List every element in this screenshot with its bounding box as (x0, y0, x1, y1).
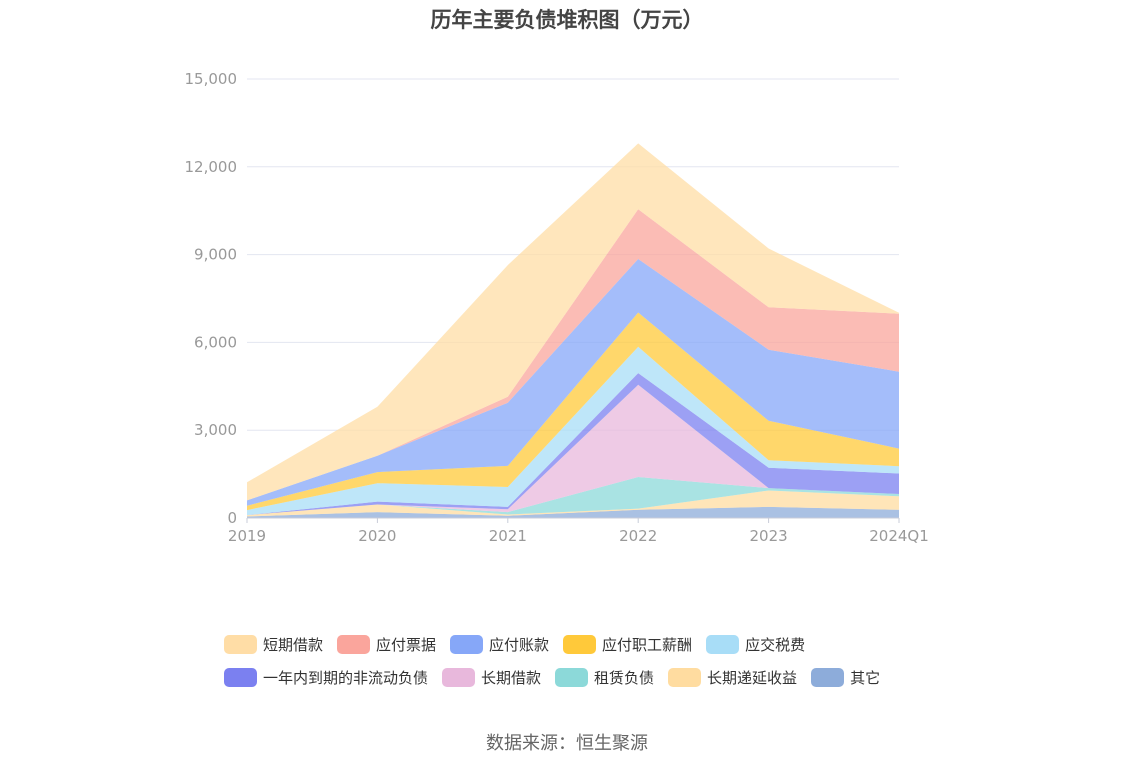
legend-item[interactable]: 短期借款 (224, 634, 323, 655)
y-tick-label: 3,000 (194, 421, 237, 439)
legend-swatch (442, 667, 476, 687)
x-tick-label: 2023 (750, 527, 788, 545)
area-series-短期借款 (247, 143, 899, 501)
legend-item[interactable]: 应付职工薪酬 (563, 634, 692, 655)
legend-item[interactable]: 其它 (811, 667, 880, 688)
y-tick-label: 0 (227, 509, 237, 527)
legend-swatch (224, 634, 257, 654)
y-tick-label: 9,000 (194, 246, 237, 264)
area-series-一年内到期的非流动负债 (247, 373, 899, 516)
legend-item[interactable]: 应付账款 (450, 634, 549, 655)
legend-label: 应付票据 (376, 635, 437, 654)
legend-item[interactable]: 一年内到期的非流动负债 (224, 667, 428, 688)
area-series-长期借款 (247, 384, 899, 516)
area-series-应交税费 (247, 346, 899, 516)
legend-label: 长期递延收益 (707, 668, 798, 687)
legend-swatch (811, 667, 845, 687)
x-tick-label: 2021 (489, 527, 527, 545)
y-tick-label: 6,000 (194, 333, 237, 351)
area-series-长期递延收益 (247, 490, 899, 517)
y-tick-label: 15,000 (185, 70, 238, 88)
legend-item[interactable]: 长期递延收益 (668, 667, 797, 688)
area-series-应付账款 (247, 259, 899, 506)
x-tick-label: 2024Q1 (869, 527, 929, 545)
x-tick-label: 2019 (228, 527, 266, 545)
x-tick-label: 2022 (619, 527, 657, 545)
legend-swatch (224, 667, 257, 687)
axes: 0 3,000 6,000 9,000 12,000 15,000 2019 2020 2021… (185, 70, 929, 545)
legend-item[interactable]: 应交税费 (706, 634, 805, 655)
area-series-租赁负债 (247, 477, 899, 516)
legend-label: 应交税费 (745, 635, 806, 654)
legend-swatch (337, 634, 371, 654)
legend-item[interactable]: 应付票据 (337, 634, 436, 655)
legend-swatch (668, 667, 702, 687)
legend-item[interactable]: 租赁负债 (555, 667, 654, 688)
legend-label: 其它 (850, 668, 881, 687)
legend-label: 应付账款 (489, 635, 550, 654)
legend-label: 租赁负债 (594, 668, 655, 687)
legend-swatch (706, 634, 740, 654)
legend-item[interactable]: 长期借款 (442, 667, 541, 688)
area-series-应付职工薪酬 (247, 312, 899, 511)
source-note: 数据来源：恒生聚源 (486, 733, 648, 754)
y-tick-label: 12,000 (185, 158, 238, 176)
area-series (247, 143, 899, 518)
legend: 短期借款 应付票据 应付账款 应付职工薪酬 应交税费 一年内到期的非流动负债 长期借款 租赁… (224, 632, 944, 698)
area-series-其它 (247, 506, 899, 518)
legend-swatch (563, 634, 597, 654)
legend-label: 长期借款 (481, 668, 542, 687)
legend-label: 短期借款 (263, 635, 324, 654)
legend-swatch (450, 634, 484, 654)
legend-label: 一年内到期的非流动负债 (263, 668, 429, 687)
legend-swatch (555, 667, 589, 687)
legend-label: 应付职工薪酬 (602, 635, 693, 654)
x-tick-label: 2020 (358, 527, 396, 545)
stacked-area-chart: 0 3,000 6,000 9,000 12,000 15,000 2019 2020 2021… (185, 70, 929, 545)
chart-title: 历年主要负债堆积图（万元） (430, 8, 704, 32)
